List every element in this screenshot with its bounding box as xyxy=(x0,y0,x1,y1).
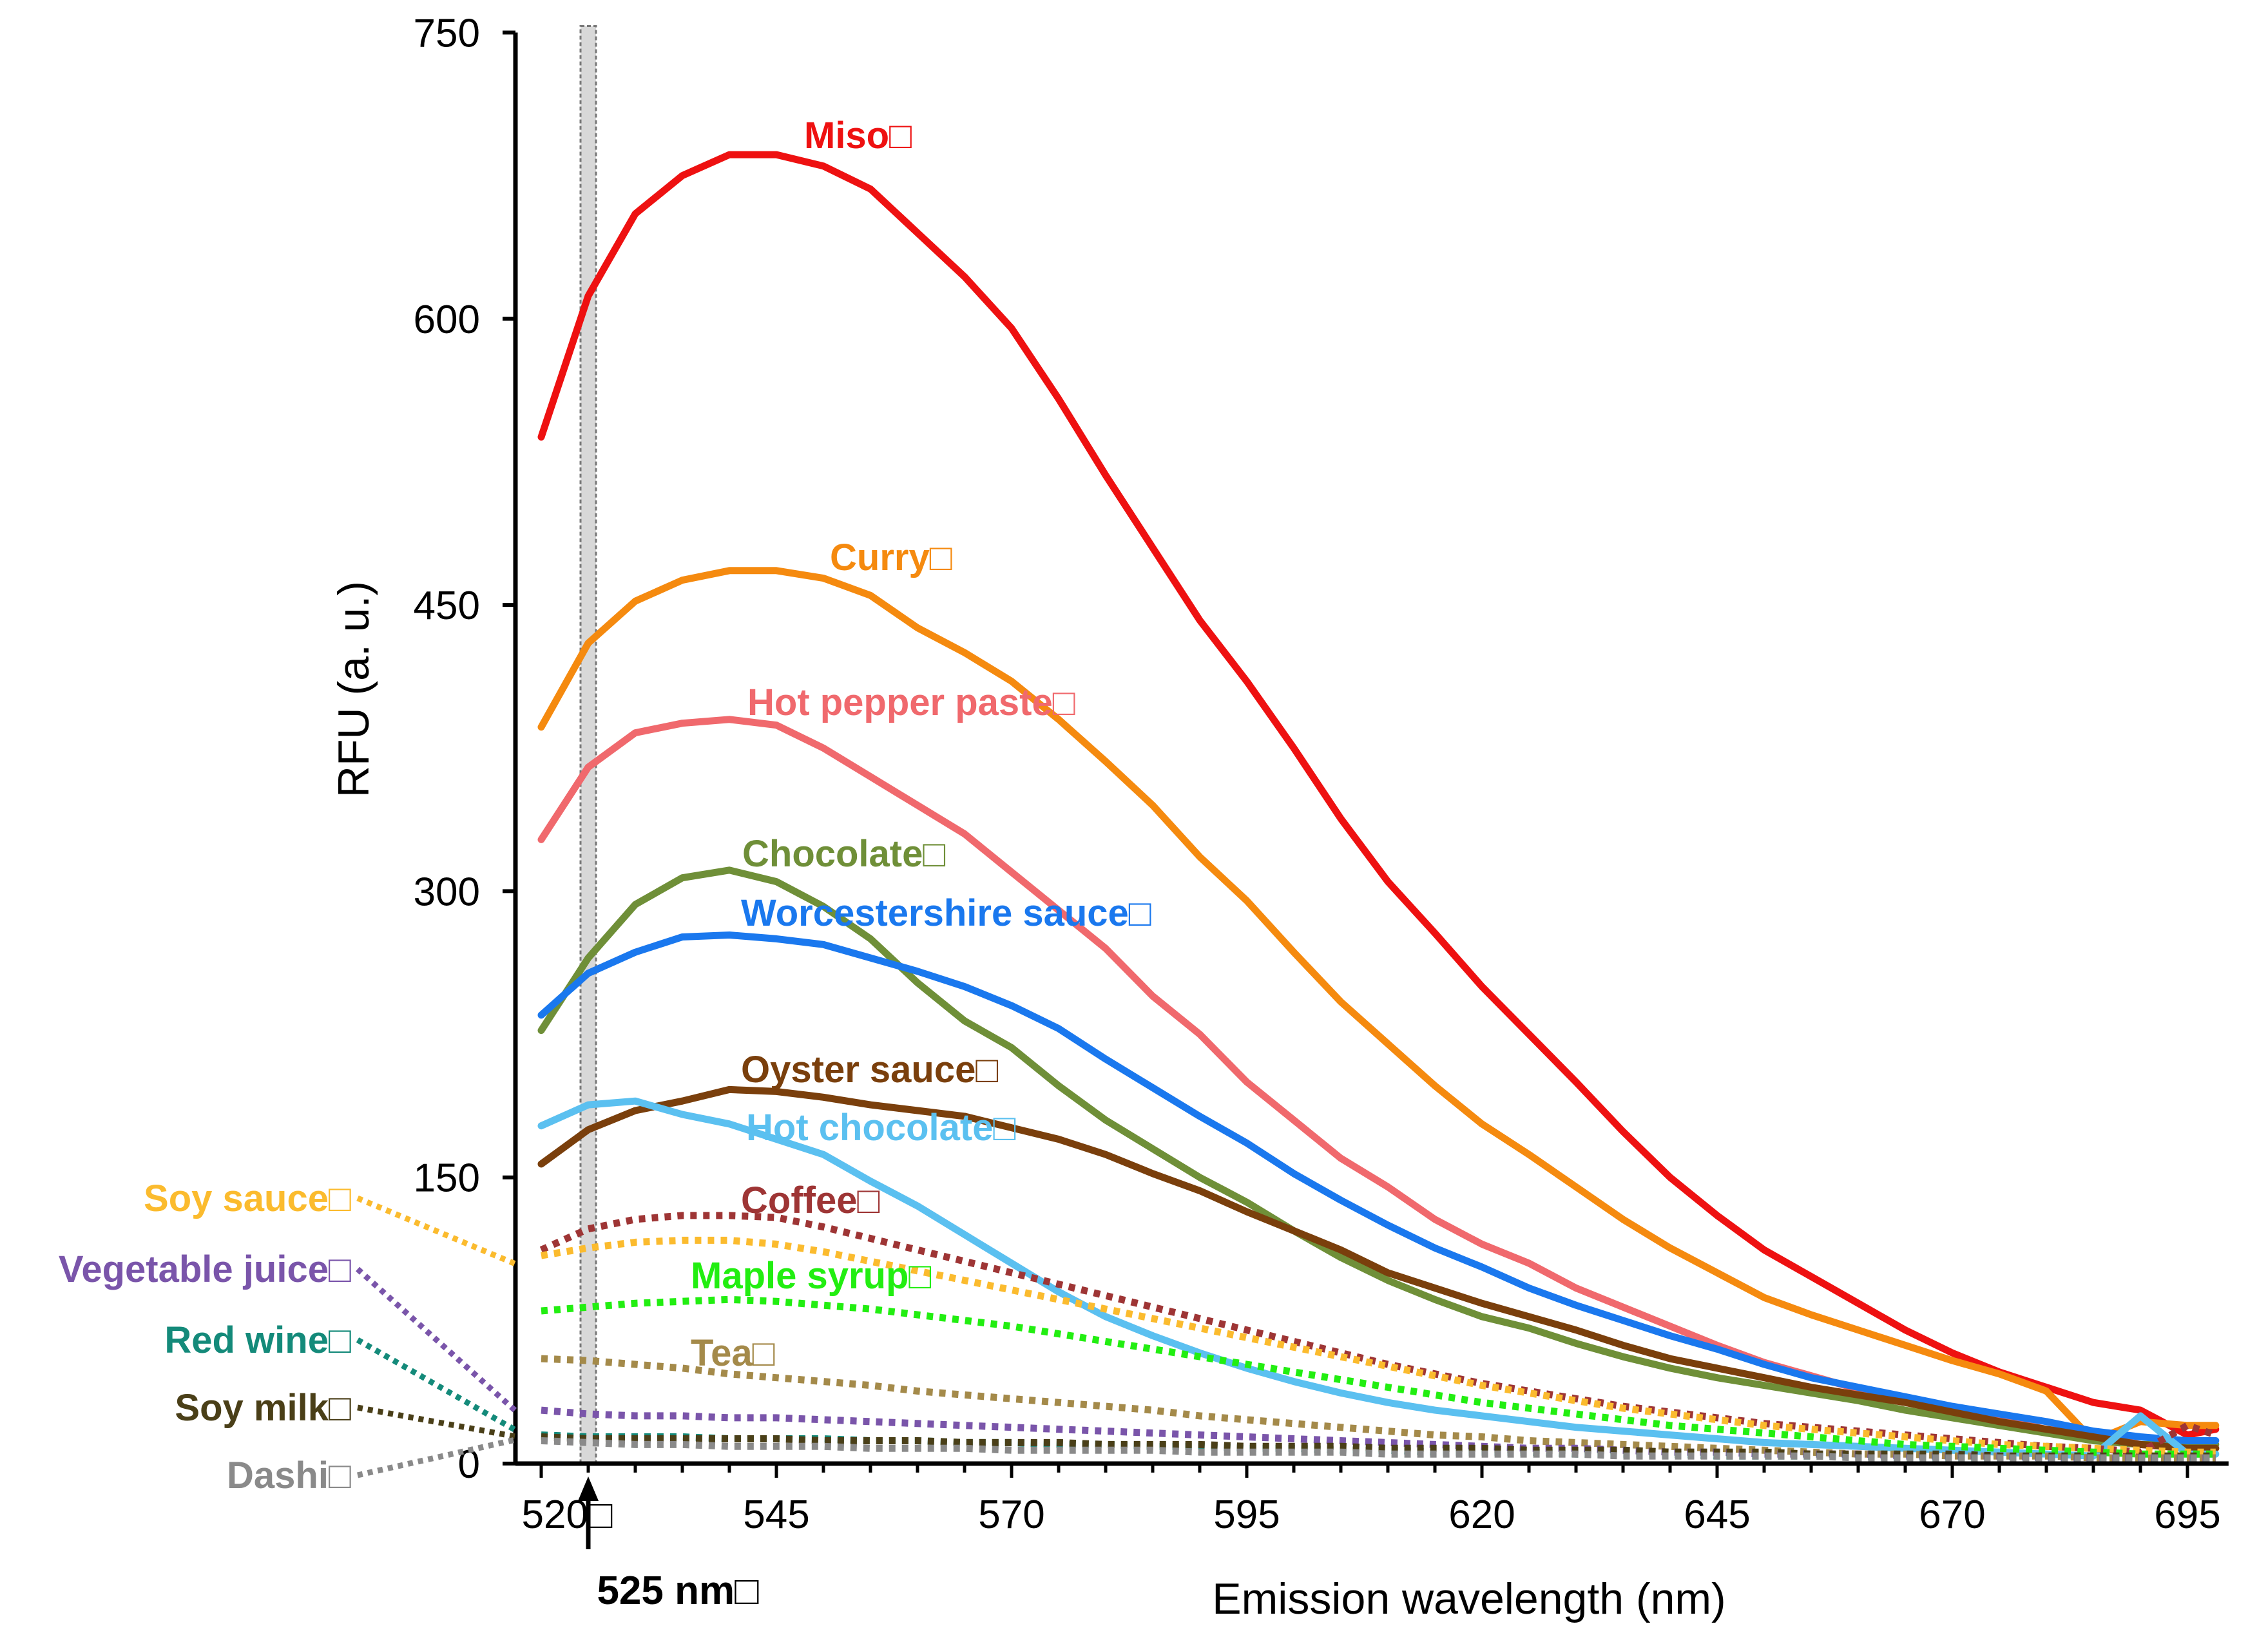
series-line-7 xyxy=(539,1212,2217,1456)
series-leader-13 xyxy=(357,1404,516,1440)
excitation-wavelength-label: 525 nm□ xyxy=(597,1569,759,1613)
y-tick-label: 150 xyxy=(414,1156,480,1201)
series-leader-12 xyxy=(356,1337,517,1433)
y-tick-label: 300 xyxy=(414,870,480,914)
y-tick-label: 450 xyxy=(414,584,480,628)
excitation-band-layer xyxy=(579,25,597,1465)
series-leader-11 xyxy=(355,1266,518,1413)
series-label-3: Chocolate□ xyxy=(742,833,945,875)
series-labels: Miso□ Curry□ Hot pepper paste□ Chocolate□ Wo… xyxy=(59,115,1151,1496)
excitation-band xyxy=(579,25,597,1465)
excitation-arrow-head xyxy=(578,1476,599,1501)
series-lines xyxy=(537,151,2220,1464)
series-label-12: Red wine□ xyxy=(164,1319,351,1361)
series-line-8 xyxy=(541,1236,2216,1456)
x-tick-label: 620 xyxy=(1448,1493,1515,1537)
series-label-7: Coffee□ xyxy=(741,1179,880,1221)
series-label-1: Curry□ xyxy=(830,537,952,578)
series-line-9 xyxy=(541,1295,2216,1458)
y-tick-label: 750 xyxy=(414,12,480,56)
series-line-5 xyxy=(537,1085,2220,1452)
series-label-11: Vegetable juice□ xyxy=(59,1248,351,1290)
series-label-8: Soy sauce□ xyxy=(144,1178,351,1219)
y-axis-title: RFU (a. u.) xyxy=(329,581,378,797)
series-leader-14 xyxy=(357,1437,516,1478)
series-line-0 xyxy=(537,151,2220,1439)
x-tick-label: 645 xyxy=(1684,1493,1750,1537)
series-label-10: Tea□ xyxy=(691,1332,775,1374)
series-label-6: Hot chocolate□ xyxy=(746,1107,1016,1149)
series-line-1 xyxy=(537,567,2220,1444)
y-tick-label: 600 xyxy=(414,298,480,342)
series-label-5: Oyster sauce□ xyxy=(741,1049,998,1091)
x-tick-label: 695 xyxy=(2154,1493,2220,1537)
series-label-14: Dashi□ xyxy=(227,1455,351,1496)
x-tick-label: 570 xyxy=(978,1493,1044,1537)
series-label-0: Miso□ xyxy=(804,115,912,157)
series-line-6 xyxy=(537,1097,2220,1460)
x-tick-label: 545 xyxy=(743,1493,809,1537)
x-axis-title: Emission wavelength (nm) xyxy=(1212,1574,1725,1623)
series-label-2: Hot pepper paste□ xyxy=(747,682,1075,723)
series-line-3 xyxy=(537,866,2220,1448)
x-tick-label: 520□ xyxy=(522,1493,613,1537)
x-tick-label: 670 xyxy=(1919,1493,1985,1537)
series-label-13: Soy milk□ xyxy=(175,1387,351,1429)
series-leader-8 xyxy=(356,1195,517,1267)
series-line-4 xyxy=(537,931,2220,1444)
series-label-9: Maple syrup□ xyxy=(691,1255,931,1297)
series-label-4: Worcestershire sauce□ xyxy=(741,892,1151,934)
x-tick-label: 595 xyxy=(1213,1493,1280,1537)
